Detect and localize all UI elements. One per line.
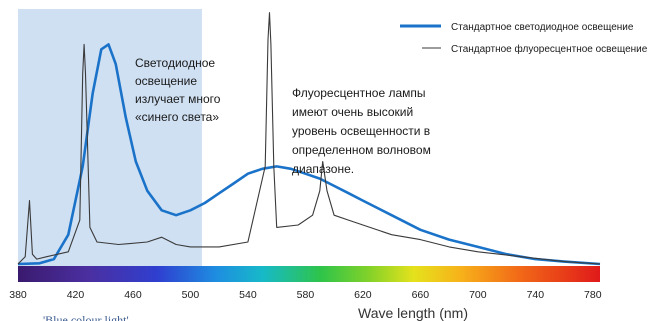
fluorescent-annotation: Флуоресцентное лампы имеют очень высокий… [292, 86, 434, 176]
x-tick-labels: 380 420 460 500 540 580 620 660 700 740 780 [9, 289, 601, 301]
x-tick-label: 780 [584, 289, 602, 301]
led-annotation-line: Светодиодное [135, 56, 215, 70]
x-tick-label: 540 [239, 289, 257, 301]
x-tick-label: 660 [412, 289, 430, 301]
x-tick-label: 700 [469, 289, 487, 301]
x-tick-label: 460 [124, 289, 142, 301]
x-tick-label: 620 [354, 289, 372, 301]
x-tick-label: 580 [297, 289, 315, 301]
x-axis-label: Wave length (nm) [358, 305, 468, 321]
led-annotation-line: излучает много [135, 92, 221, 106]
fluorescent-annotation-line: определенном волновом [292, 143, 431, 157]
x-tick-label: 380 [9, 289, 27, 301]
legend-label-fluorescent: Стандартное флуоресцентное освещение [451, 43, 648, 55]
legend: Стандартное светодиодное освещение Станд… [400, 22, 648, 55]
fluorescent-spectrum-line [17, 12, 601, 265]
led-spectrum-line [17, 43, 601, 266]
x-tick-label: 740 [527, 289, 545, 301]
fluorescent-annotation-line: Флуоресцентное лампы [292, 86, 426, 100]
blue-light-label: 'Blue colour light' [43, 313, 129, 321]
x-tick-label: 420 [67, 289, 85, 301]
color-spectrum-bar [18, 266, 600, 282]
fluorescent-annotation-line: уровень освещенности в [292, 124, 430, 138]
legend-label-led: Стандартное светодиодное освещение [451, 22, 634, 33]
series-layer [17, 12, 601, 266]
led-annotation-line: освещение [135, 74, 197, 88]
fluorescent-annotation-line: диапазоне. [292, 162, 354, 176]
led-annotation-line: «синего света» [135, 110, 219, 124]
x-tick-label: 500 [182, 289, 200, 301]
fluorescent-annotation-line: имеют очень высокий [292, 105, 413, 119]
led-annotation: Светодиодное освещение излучает много «с… [135, 56, 224, 124]
